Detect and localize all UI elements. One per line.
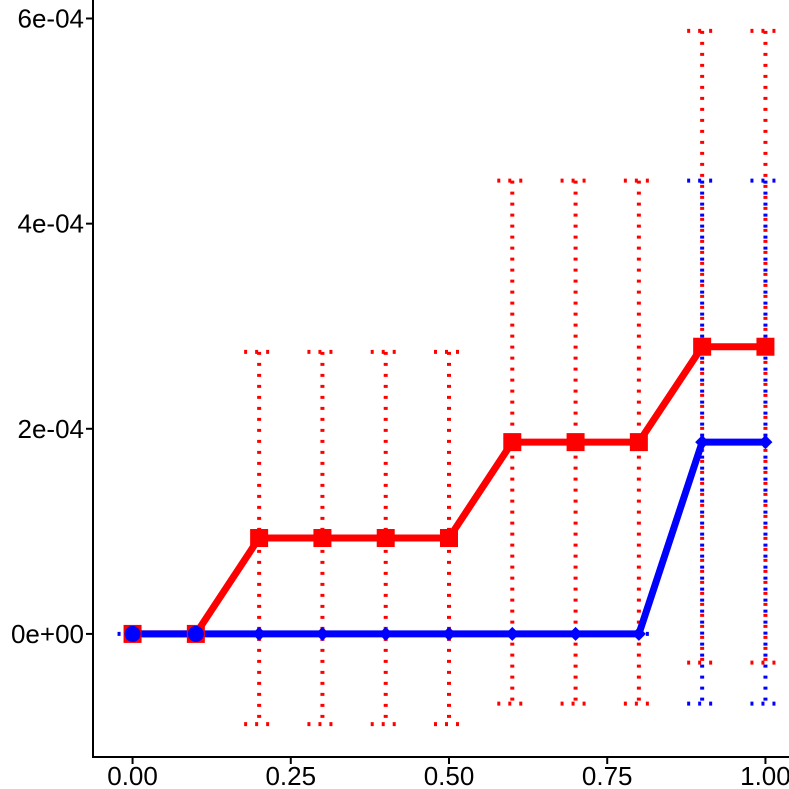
y-tick-label: 4e-04 (18, 209, 85, 239)
data-point-diamond (315, 626, 330, 641)
data-point-diamond (505, 626, 520, 641)
x-tick-label: 0.75 (582, 761, 633, 789)
data-point-square (376, 529, 395, 548)
data-point-square (313, 529, 332, 548)
data-point-square (693, 337, 712, 356)
data-point-circle (187, 625, 204, 642)
y-tick-label: 6e-04 (18, 4, 85, 34)
data-point-diamond (568, 626, 583, 641)
axes-layer: 0.00 0.25 0.50 0.75 1.00 0e+00 2e-04 4e-04 6e-04 (11, 4, 789, 789)
data-point-diamond (695, 435, 710, 450)
y-tick-label: 2e-04 (18, 414, 85, 444)
x-tick-label: 0.00 (107, 761, 158, 789)
data-point-diamond (442, 626, 456, 641)
data-point-diamond (378, 626, 393, 641)
data-point-square (250, 529, 269, 548)
data-point-square (566, 433, 585, 452)
data-point-diamond (758, 435, 773, 450)
data-point-diamond (252, 626, 267, 641)
data-point-square (503, 433, 522, 452)
data-point-diamond (631, 626, 646, 641)
x-tick-label: 1.00 (740, 761, 789, 789)
x-tick-label: 0.25 (265, 761, 316, 789)
data-point-square (440, 529, 458, 548)
y-tick-label: 0e+00 (11, 619, 84, 649)
data-point-circle (124, 625, 141, 642)
markers-layer (123, 337, 775, 643)
data-point-square (756, 337, 775, 356)
errorbars-layer (117, 28, 781, 727)
x-tick-label: 0.50 (424, 761, 475, 789)
data-point-square (629, 433, 648, 452)
